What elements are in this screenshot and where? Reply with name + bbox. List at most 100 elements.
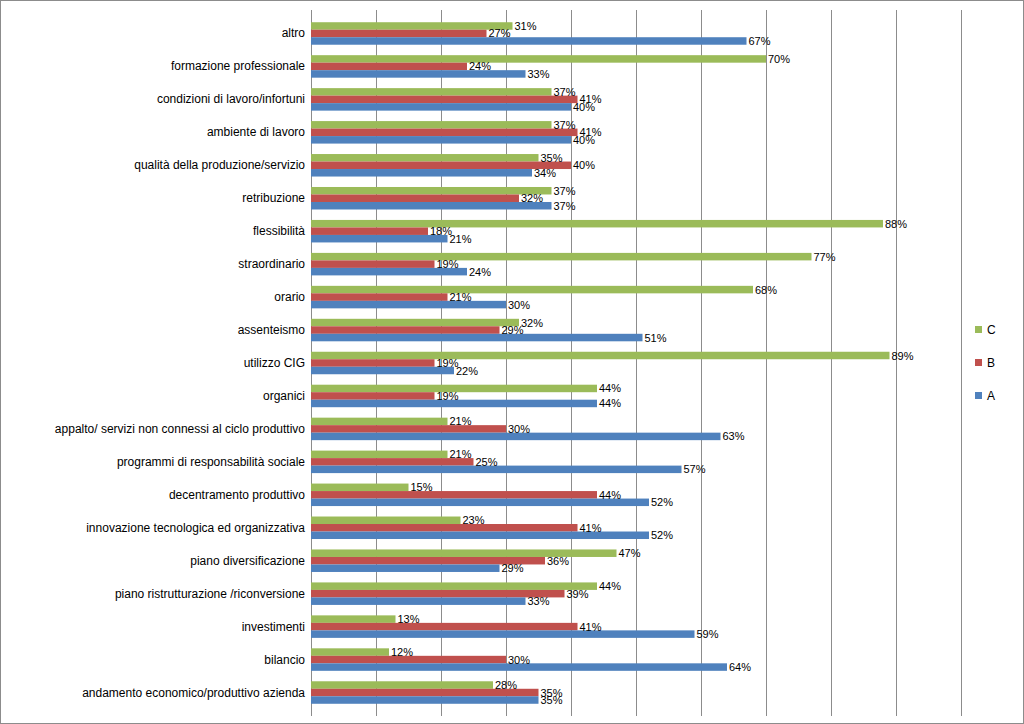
bar — [311, 70, 526, 78]
bar — [311, 491, 597, 499]
bar — [311, 136, 571, 144]
bars — [311, 22, 890, 704]
bar — [311, 352, 890, 360]
data-label: 35% — [541, 152, 563, 164]
data-label: 44% — [599, 580, 621, 592]
bar — [311, 418, 448, 426]
grid-line — [506, 10, 507, 716]
category-label: appalto/ servizi non connessi al ciclo p… — [55, 422, 305, 436]
data-label: 52% — [651, 496, 673, 508]
data-label: 44% — [599, 397, 621, 409]
category-label: assenteismo — [238, 323, 306, 337]
grid — [312, 10, 962, 716]
data-label: 30% — [508, 654, 530, 666]
legend-label: B — [987, 356, 995, 370]
bar — [311, 392, 435, 400]
data-label: 24% — [469, 60, 491, 72]
category-label: bilancio — [264, 653, 305, 667]
data-label: 19% — [437, 390, 459, 402]
bar — [311, 88, 552, 96]
data-label: 37% — [554, 86, 576, 98]
bar — [311, 524, 578, 532]
data-label: 47% — [619, 547, 641, 559]
grid-line — [896, 10, 897, 716]
legend: C B A — [975, 323, 996, 403]
grid-line — [636, 10, 637, 716]
bar — [311, 549, 617, 557]
legend-label: A — [987, 389, 995, 403]
data-label: 64% — [729, 661, 751, 673]
data-label: 27% — [489, 27, 511, 39]
bar — [311, 162, 571, 170]
bar — [311, 319, 519, 327]
data-label: 22% — [456, 365, 478, 377]
bar — [311, 696, 539, 704]
data-label: 67% — [749, 35, 771, 47]
data-label: 24% — [469, 266, 491, 278]
chart: altro31%27%67%formazione professionale70… — [0, 0, 1024, 724]
data-label: 33% — [528, 595, 550, 607]
bar — [311, 648, 389, 656]
data-label: 35% — [541, 694, 563, 706]
grid-line — [961, 10, 962, 716]
data-label: 30% — [508, 299, 530, 311]
data-label: 21% — [450, 415, 472, 427]
bar — [311, 96, 578, 104]
data-label: 28% — [495, 679, 517, 691]
data-label: 63% — [723, 430, 745, 442]
category-label: programmi di responsabilità sociale — [117, 455, 305, 469]
grid-line — [831, 10, 832, 716]
grid-line — [701, 10, 702, 716]
data-label: 44% — [599, 489, 621, 501]
category-label: investimenti — [242, 620, 305, 634]
data-label: 13% — [398, 613, 420, 625]
legend-label: C — [987, 323, 996, 337]
data-label: 15% — [411, 481, 433, 493]
data-label: 70% — [768, 53, 790, 65]
category-label: ambiente di lavoro — [207, 125, 305, 139]
bar — [311, 286, 753, 294]
data-label: 21% — [450, 233, 472, 245]
bar — [311, 517, 461, 525]
bar — [311, 22, 513, 30]
data-label: 77% — [814, 251, 836, 263]
bar — [311, 334, 643, 342]
category-label: piano diversificazione — [190, 554, 305, 568]
bar — [311, 367, 454, 375]
bar — [311, 63, 467, 71]
bar — [311, 235, 448, 243]
bar — [311, 564, 500, 572]
bar — [311, 121, 552, 129]
category-label: andamento economico/produttivo azienda — [82, 686, 305, 700]
bar — [311, 681, 493, 689]
category-label: innovazione tecnologica ed organizzativa — [86, 521, 305, 535]
data-label: 89% — [892, 350, 914, 362]
data-label: 59% — [697, 628, 719, 640]
data-label: 36% — [547, 555, 569, 567]
data-label: 37% — [554, 119, 576, 131]
bar — [311, 37, 747, 45]
legend-swatch — [975, 392, 982, 399]
bar — [311, 103, 571, 111]
data-label: 29% — [502, 324, 524, 336]
bar — [311, 425, 506, 433]
data-label: 40% — [573, 101, 595, 113]
category-label: formazione professionale — [171, 59, 305, 73]
bar — [311, 484, 409, 492]
bar — [311, 30, 487, 37]
legend-swatch — [975, 326, 982, 333]
category-label: orario — [274, 290, 305, 304]
category-label: straordinario — [238, 257, 305, 271]
bar — [311, 597, 526, 605]
data-label: 37% — [554, 185, 576, 197]
grid-line — [766, 10, 767, 716]
data-label: 25% — [476, 456, 498, 468]
data-label: 21% — [450, 448, 472, 460]
category-label: condizioni di lavoro/infortuni — [157, 92, 305, 106]
bar — [311, 129, 578, 137]
data-label: 12% — [391, 646, 413, 658]
bar — [311, 227, 428, 235]
bar — [311, 293, 448, 301]
data-label: 40% — [573, 134, 595, 146]
data-label: 34% — [534, 167, 556, 179]
